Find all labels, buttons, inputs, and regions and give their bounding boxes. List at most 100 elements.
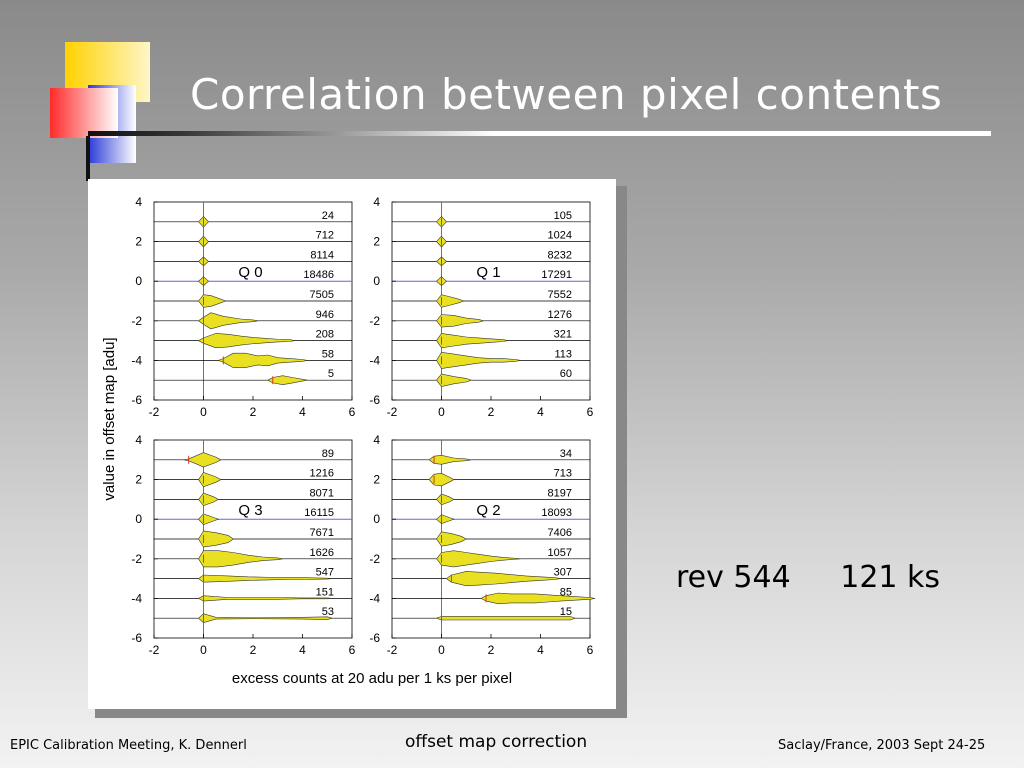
ytick-label-q3: 2 [135, 473, 142, 487]
ytick-label-q2: 0 [373, 512, 380, 526]
xtick-label-q2: -2 [387, 643, 398, 657]
count-label-q2: 18093 [541, 507, 572, 519]
count-label-q3: 16115 [304, 507, 334, 519]
ytick-label-q3: -2 [131, 552, 142, 566]
xtick-label-q0: 2 [250, 405, 257, 419]
count-label-q1: 8232 [548, 249, 572, 261]
ytick-label-q2: -2 [369, 552, 380, 566]
footer-center: offset map correction [405, 732, 588, 752]
footer-right: Saclay/France, 2003 Sept 24-25 [778, 738, 986, 753]
count-label-q3: 1216 [310, 468, 334, 480]
violin-q3 [183, 452, 222, 468]
xtick-label-q3: 4 [299, 643, 306, 657]
xtick-label-q0: 6 [349, 405, 356, 419]
count-label-q3: 151 [316, 586, 334, 598]
xtick-label-q3: 6 [349, 643, 356, 657]
count-label-q3: 7671 [310, 527, 334, 539]
violin-q1 [436, 314, 485, 328]
ytick-label-q1: 4 [373, 195, 380, 209]
panel-name-q2: Q 2 [476, 502, 500, 519]
count-label-q3: 547 [316, 567, 334, 579]
xtick-label-q1: 4 [537, 405, 544, 419]
xtick-label-q1: 2 [488, 405, 495, 419]
xtick-label-q3: -2 [149, 643, 160, 657]
side-rule [86, 136, 90, 181]
xtick-label-q3: 2 [250, 643, 257, 657]
violin-q3 [198, 492, 220, 507]
count-label-q2: 34 [560, 448, 572, 460]
rev-label: rev 544 [676, 560, 791, 595]
xtick-label-q2: 0 [438, 643, 445, 657]
violin-q1 [436, 373, 473, 387]
ytick-label-q3: 4 [135, 433, 142, 447]
ytick-label-q1: 0 [373, 274, 380, 288]
figure-panel: 24 712 8114 18486 7505 946 208 58 5 Q 0 4 2 0 -2 -4 -6-… [88, 179, 616, 709]
violin-q2 [436, 514, 455, 525]
violin-q2 [428, 454, 472, 465]
violin-q1 [436, 333, 509, 349]
violin-q0 [217, 352, 308, 368]
violin-q0 [197, 333, 296, 349]
count-label-q1: 113 [554, 348, 572, 360]
violin-q0 [198, 294, 227, 308]
violin-q2 [445, 571, 561, 587]
title-underline [88, 131, 991, 136]
ytick-label-q1: -2 [369, 314, 380, 328]
ytick-label-q1: -4 [369, 353, 380, 367]
count-label-q2: 15 [560, 606, 572, 618]
count-label-q2: 85 [560, 586, 572, 598]
exposure-label: 121 ks [840, 560, 941, 595]
panel-name-q1: Q 1 [476, 264, 500, 281]
y-axis-label: value in offset map [adu] [101, 337, 118, 500]
ytick-label-q0: 4 [135, 195, 142, 209]
violin-q1 [436, 351, 521, 369]
ytick-label-q2: 4 [373, 433, 380, 447]
ytick-label-q0: 2 [135, 235, 142, 249]
ytick-label-q3: -4 [131, 591, 142, 605]
count-label-q1: 60 [560, 368, 572, 380]
panel-name-q3: Q 3 [238, 502, 262, 519]
ytick-label-q2: 2 [373, 473, 380, 487]
ytick-label-q1: -6 [369, 393, 380, 407]
count-label-q0: 18486 [303, 269, 334, 281]
count-label-q1: 105 [554, 210, 572, 222]
count-label-q0: 5 [328, 368, 334, 380]
ytick-label-q2: -4 [369, 591, 380, 605]
ytick-label-q0: -2 [131, 314, 142, 328]
violin-q3 [197, 595, 333, 602]
ytick-label-q3: 0 [135, 512, 142, 526]
xtick-label-q1: 6 [587, 405, 594, 419]
violin-q3 [198, 513, 220, 525]
count-label-q2: 307 [554, 567, 572, 579]
count-label-q1: 1276 [548, 309, 572, 321]
count-label-q3: 53 [322, 606, 334, 618]
violin-q2 [480, 592, 596, 605]
count-label-q0: 8114 [310, 249, 334, 261]
violin-q3 [198, 550, 283, 568]
count-label-q2: 713 [554, 468, 572, 480]
violin-q3 [198, 472, 222, 488]
violin-q1 [436, 294, 465, 308]
slide-logo [50, 42, 150, 163]
count-label-q1: 17291 [541, 269, 572, 281]
xtick-label-q0: 0 [200, 405, 207, 419]
violin-q2 [436, 531, 467, 547]
violin-q3 [198, 613, 334, 624]
ytick-label-q2: -6 [369, 631, 380, 645]
count-label-q1: 321 [554, 329, 572, 341]
count-label-q0: 58 [322, 348, 334, 360]
count-label-q0: 7505 [310, 289, 334, 301]
count-label-q2: 1057 [548, 547, 572, 559]
x-axis-label: excess counts at 20 adu per 1 ks per pix… [232, 670, 512, 687]
xtick-label-q1: 0 [438, 405, 445, 419]
count-label-q1: 7552 [548, 289, 572, 301]
violin-q0 [267, 375, 308, 386]
count-label-q0: 712 [316, 230, 334, 242]
violin-q2 [428, 472, 455, 487]
xtick-label-q0: 4 [299, 405, 306, 419]
xtick-label-q0: -2 [149, 405, 160, 419]
xtick-label-q1: -2 [387, 405, 398, 419]
count-label-q0: 946 [316, 309, 334, 321]
annotation: rev 544 121 ks [676, 560, 940, 595]
